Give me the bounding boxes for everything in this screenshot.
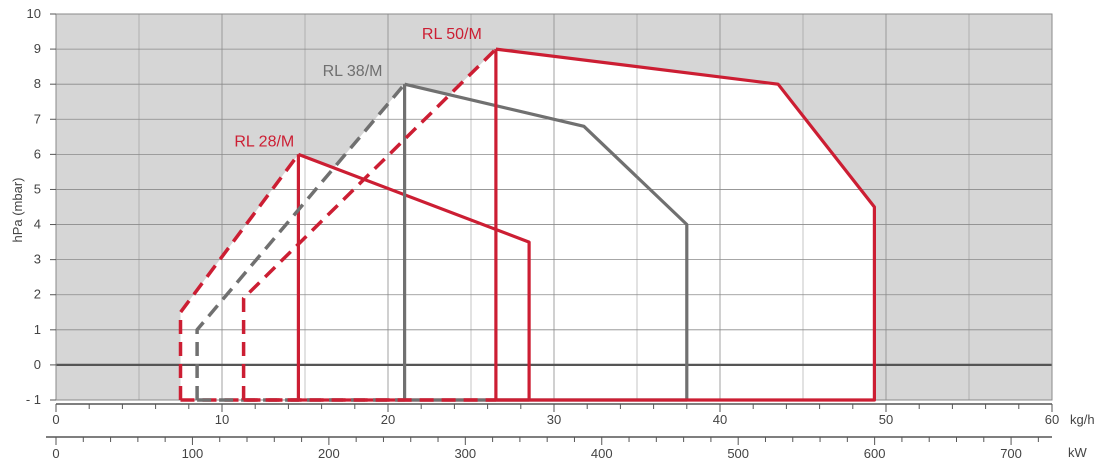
x-tick-label-kgh: 50	[879, 412, 893, 427]
series-label-2: RL 50/M	[422, 26, 482, 43]
y-tick-label: 0	[34, 357, 41, 372]
y-tick-label: 5	[34, 181, 41, 196]
x-tick-label-kw: 400	[591, 446, 613, 461]
x-tick-label-kw: 100	[182, 446, 204, 461]
x-tick-label-kgh: 40	[713, 412, 727, 427]
x-axis-unit-kgh: kg/h	[1070, 412, 1095, 427]
x-tick-label-kw: 600	[864, 446, 886, 461]
x-tick-label-kw: 500	[727, 446, 749, 461]
y-tick-label: 2	[34, 287, 41, 302]
y-tick-label: 1	[34, 322, 41, 337]
y-tick-label: 3	[34, 252, 41, 267]
y-tick-label: 9	[34, 41, 41, 56]
series-label-0: RL 28/M	[234, 133, 294, 150]
x-tick-label-kw: 200	[318, 446, 340, 461]
y-tick-label: 4	[34, 217, 41, 232]
x-tick-label-kw: 300	[454, 446, 476, 461]
x-tick-label-kgh: 0	[52, 412, 59, 427]
series-solid-1	[403, 82, 689, 402]
x-tick-label-kgh: 10	[215, 412, 229, 427]
series-dashed-0	[178, 153, 300, 400]
x-tick-label-kgh: 30	[547, 412, 561, 427]
y-tick-label: 6	[34, 146, 41, 161]
y-tick-label: - 1	[26, 392, 41, 407]
series-layer: RL 28/M RL 38/M RL 50/M	[178, 26, 877, 402]
x-tick-label-kw: 0	[52, 446, 59, 461]
y-axis-label: hPa (mbar)	[10, 177, 25, 242]
x-tick-label-kw: 700	[1000, 446, 1022, 461]
series-dashed-1	[195, 83, 406, 400]
x-tick-label-kgh: 20	[381, 412, 395, 427]
series-solid-2	[494, 47, 877, 402]
y-tick-label: 8	[34, 76, 41, 91]
series-dashed-2	[241, 47, 498, 400]
y-tick-label: 7	[34, 111, 41, 126]
x-axis-unit-kw: kW	[1068, 445, 1088, 460]
series-label-1: RL 38/M	[323, 63, 383, 80]
y-tick-label: 10	[27, 6, 41, 21]
x-tick-label-kgh: 60	[1045, 412, 1059, 427]
